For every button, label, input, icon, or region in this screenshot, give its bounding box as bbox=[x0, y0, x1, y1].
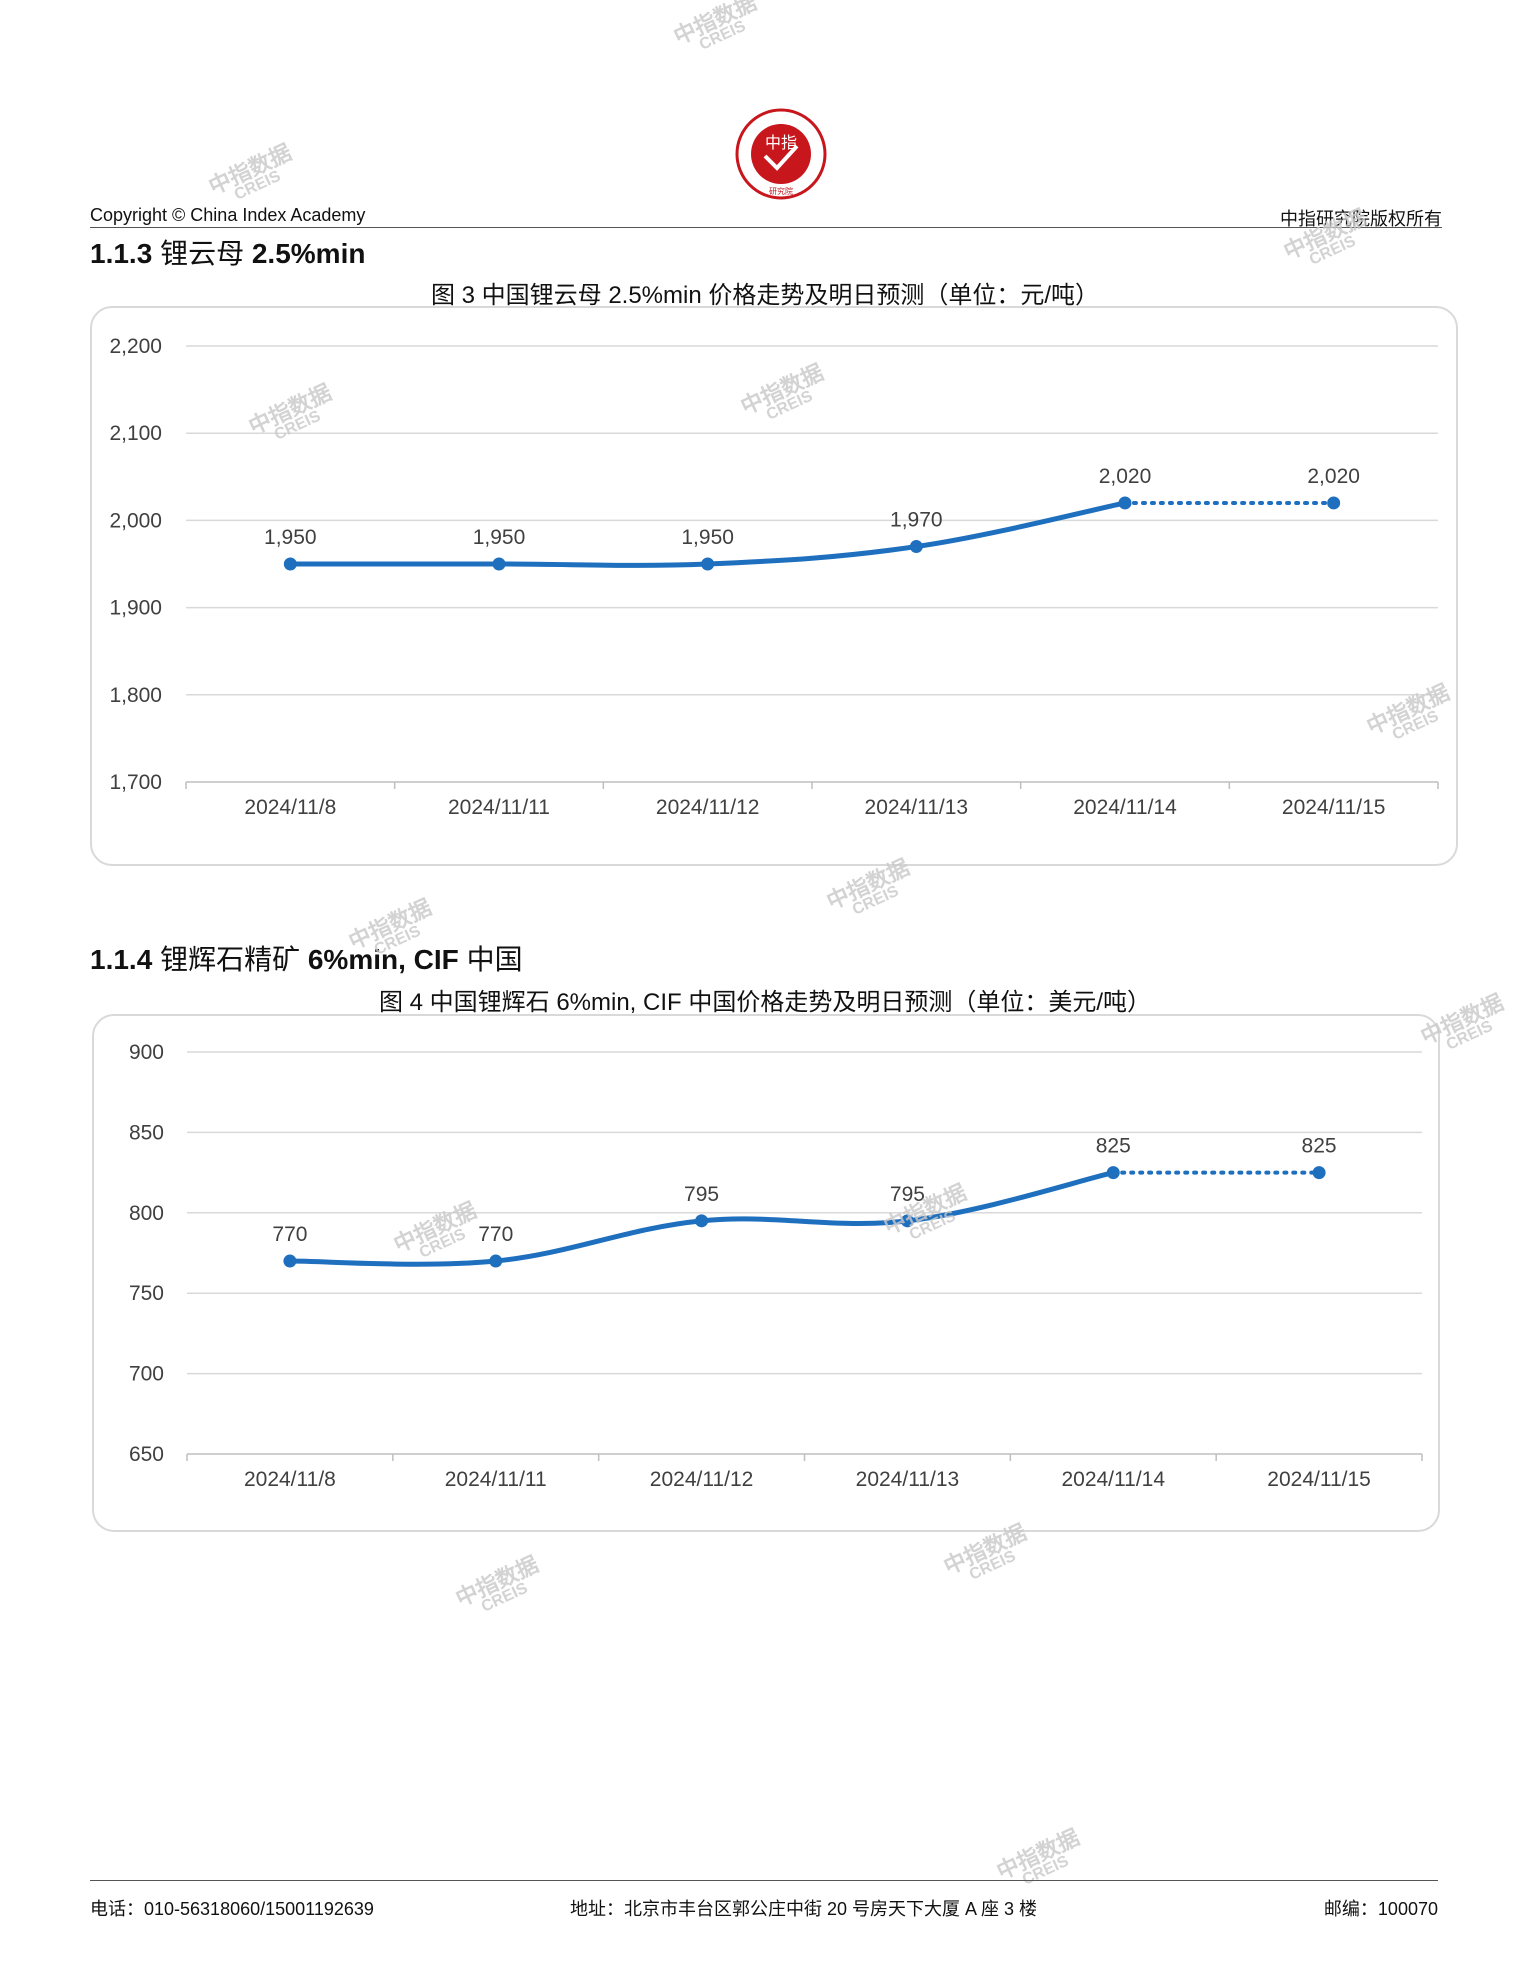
footer-phone: 电话：010-56318060/15001192639 bbox=[90, 1899, 374, 1919]
y-tick-label: 850 bbox=[129, 1121, 164, 1144]
data-label: 2,020 bbox=[1307, 465, 1360, 488]
y-tick-label: 1,800 bbox=[109, 684, 162, 707]
watermark: 中指数据 CREIS bbox=[939, 1519, 1031, 1584]
x-tick-label: 2024/11/14 bbox=[1073, 796, 1177, 819]
y-tick-label: 650 bbox=[129, 1443, 164, 1466]
x-tick-label: 2024/11/12 bbox=[656, 796, 760, 819]
svg-text:研究院: 研究院 bbox=[769, 186, 793, 196]
watermark: 中指数据 CREIS bbox=[451, 1551, 543, 1616]
data-label: 770 bbox=[478, 1223, 513, 1246]
data-label: 1,950 bbox=[473, 526, 526, 549]
footer-divider bbox=[90, 1880, 1438, 1881]
data-label: 2,020 bbox=[1099, 465, 1152, 488]
watermark: 中指数据 CREIS bbox=[822, 854, 914, 919]
y-tick-label: 900 bbox=[129, 1041, 164, 1064]
y-tick-label: 1,900 bbox=[109, 597, 162, 620]
x-tick-label: 2024/11/13 bbox=[865, 796, 969, 819]
header-copyright: Copyright © China Index Academy bbox=[90, 205, 366, 225]
data-label: 1,950 bbox=[681, 526, 734, 549]
data-label: 770 bbox=[272, 1223, 307, 1246]
x-tick-label: 2024/11/15 bbox=[1267, 1468, 1371, 1491]
x-tick-label: 2024/11/11 bbox=[448, 796, 550, 819]
section-suffix: 中国 bbox=[466, 944, 523, 975]
data-point bbox=[909, 540, 923, 554]
data-point bbox=[1327, 496, 1341, 510]
svg-text:中指: 中指 bbox=[765, 133, 797, 152]
x-tick-label: 2024/11/13 bbox=[856, 1468, 960, 1491]
data-point bbox=[900, 1214, 914, 1228]
data-label: 795 bbox=[890, 1183, 925, 1206]
data-point bbox=[1312, 1166, 1326, 1180]
section-spec: 2.5%min bbox=[251, 238, 366, 269]
x-tick-label: 2024/11/12 bbox=[650, 1468, 754, 1491]
data-point bbox=[283, 1254, 297, 1268]
data-label: 1,970 bbox=[890, 509, 943, 532]
data-label: 825 bbox=[1096, 1135, 1131, 1158]
x-tick-label: 2024/11/14 bbox=[1061, 1468, 1165, 1491]
section-title-lepidolite: 1.1.3 锂云母 2.5%min bbox=[90, 232, 365, 272]
section-number: 1.1.3 bbox=[90, 238, 153, 269]
section-number: 1.1.4 bbox=[90, 944, 153, 975]
y-tick-label: 800 bbox=[129, 1202, 164, 1225]
section-spec: 6%min, CIF bbox=[307, 944, 459, 975]
line-chart-lepidolite: 1,700 1,800 1,900 2,000 2,100 2,200 2024/11/8 2… bbox=[109, 335, 1439, 819]
line-chart-spodumene: 650 700 750 800 850 900 2024/11/8 2024/11/11 202… bbox=[129, 1041, 1423, 1491]
watermark: 中指数据 CREIS bbox=[669, 0, 761, 54]
data-point bbox=[695, 1214, 709, 1228]
x-tick-label: 2024/11/8 bbox=[244, 796, 336, 819]
data-point bbox=[701, 557, 715, 571]
y-tick-label: 700 bbox=[129, 1363, 164, 1386]
data-point bbox=[283, 557, 297, 571]
data-point bbox=[1106, 1166, 1120, 1180]
china-index-academy-logo: 中指 研究院 bbox=[735, 108, 827, 200]
header-rights: 中指研究院版权所有 bbox=[1280, 209, 1442, 229]
data-label: 1,950 bbox=[264, 526, 317, 549]
footer-postcode: 邮编：100070 bbox=[1323, 1899, 1438, 1919]
data-label: 825 bbox=[1302, 1135, 1337, 1158]
data-label: 795 bbox=[684, 1183, 719, 1206]
watermark: 中指数据 CREIS bbox=[992, 1824, 1084, 1889]
y-tick-label: 2,100 bbox=[109, 422, 162, 445]
y-tick-label: 2,000 bbox=[109, 509, 162, 532]
x-tick-label: 2024/11/15 bbox=[1282, 796, 1386, 819]
chart-container-2: 650 700 750 800 850 900 2024/11/8 2024/11/11 202… bbox=[92, 1014, 1440, 1532]
y-tick-label: 750 bbox=[129, 1282, 164, 1305]
chart-container-1: 1,700 1,800 1,900 2,000 2,100 2,200 2024/11/8 2… bbox=[90, 306, 1458, 866]
y-tick-label: 1,700 bbox=[109, 771, 162, 794]
section-name: 锂辉石精矿 bbox=[160, 944, 301, 975]
data-point bbox=[492, 557, 506, 571]
y-tick-label: 2,200 bbox=[109, 335, 162, 358]
data-point bbox=[1118, 496, 1132, 510]
watermark: 中指数据 CREIS bbox=[204, 139, 296, 204]
data-point bbox=[489, 1254, 503, 1268]
header-divider bbox=[90, 227, 1442, 228]
footer-address: 地址：北京市丰台区郭公庄中街 20 号房天下大厦 A 座 3 楼 bbox=[570, 1899, 1038, 1919]
section-name: 锂云母 bbox=[160, 238, 245, 269]
figure-title-2: 图 4 中国锂辉石 6%min, CIF 中国价格走势及明日预测（单位：美元/吨… bbox=[378, 989, 1152, 1016]
x-tick-label: 2024/11/11 bbox=[445, 1468, 547, 1491]
figure-title-1: 图 3 中国锂云母 2.5%min 价格走势及明日预测（单位：元/吨） bbox=[430, 282, 1100, 309]
x-tick-label: 2024/11/8 bbox=[244, 1468, 336, 1491]
section-title-spodumene: 1.1.4 锂辉石精矿 6%min, CIF 中国 bbox=[90, 938, 523, 978]
